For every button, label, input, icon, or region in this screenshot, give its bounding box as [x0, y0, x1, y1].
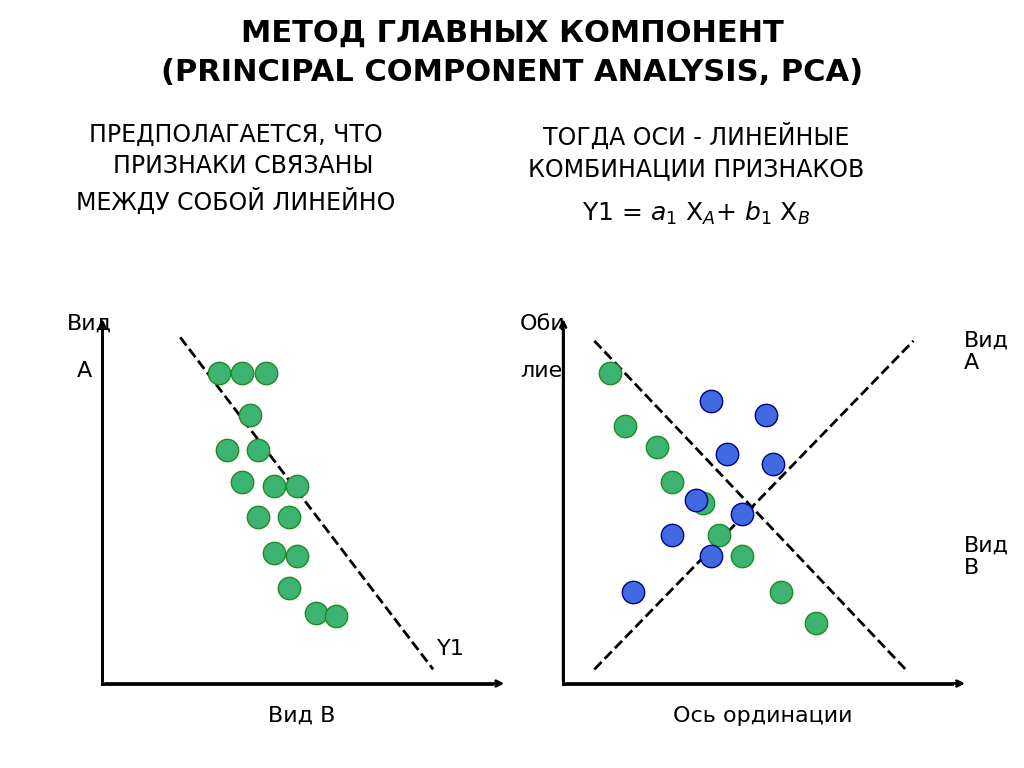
- Point: [702, 395, 719, 407]
- Point: [734, 508, 751, 520]
- Point: [211, 366, 227, 379]
- Text: (PRINCIPAL COMPONENT ANALYSIS, PCA): (PRINCIPAL COMPONENT ANALYSIS, PCA): [161, 58, 863, 87]
- Point: [664, 529, 680, 541]
- Point: [765, 458, 781, 471]
- Point: [617, 419, 634, 432]
- Text: Вид В: Вид В: [268, 706, 336, 726]
- Point: [265, 547, 282, 559]
- Text: А: А: [77, 361, 92, 381]
- Point: [734, 550, 751, 562]
- Point: [250, 511, 266, 524]
- Point: [234, 476, 251, 488]
- Point: [281, 511, 297, 524]
- Point: [695, 497, 712, 509]
- Point: [258, 366, 274, 379]
- Point: [265, 479, 282, 492]
- Point: [250, 444, 266, 456]
- Point: [719, 448, 735, 460]
- Point: [281, 582, 297, 594]
- Point: [664, 476, 680, 488]
- Point: [328, 611, 344, 623]
- Text: Вид: Вид: [67, 314, 112, 334]
- Text: Вид
В: Вид В: [964, 535, 1009, 578]
- Point: [773, 585, 790, 598]
- Point: [234, 366, 251, 379]
- Point: [625, 585, 641, 598]
- Point: [711, 529, 727, 541]
- Point: [648, 441, 665, 453]
- Point: [308, 607, 325, 619]
- Point: [808, 617, 824, 630]
- Text: Оби: Оби: [520, 314, 566, 334]
- Point: [289, 550, 305, 562]
- Text: ПРЕДПОЛАГАЕТСЯ, ЧТО
  ПРИЗНАКИ СВЯЗАНЫ
МЕЖДУ СОБОЙ ЛИНЕЙНО: ПРЕДПОЛАГАЕТСЯ, ЧТО ПРИЗНАКИ СВЯЗАНЫ МЕЖ…: [76, 123, 395, 214]
- Point: [242, 409, 258, 421]
- Text: лие: лие: [520, 361, 562, 381]
- Point: [702, 550, 719, 562]
- Point: [687, 494, 703, 506]
- Text: Y1: Y1: [437, 639, 465, 659]
- Text: Ось ординации: Ось ординации: [673, 706, 853, 726]
- Text: Y1 = $a_1$ X$_A$+ $b_1$ X$_B$: Y1 = $a_1$ X$_A$+ $b_1$ X$_B$: [583, 200, 810, 227]
- Text: ТОГДА ОСИ - ЛИНЕЙНЫЕ
КОМБИНАЦИИ ПРИЗНАКОВ: ТОГДА ОСИ - ЛИНЕЙНЫЕ КОМБИНАЦИИ ПРИЗНАКО…: [528, 123, 864, 181]
- Text: Вид
А: Вид А: [964, 330, 1009, 373]
- Point: [219, 444, 236, 456]
- Point: [289, 479, 305, 492]
- Point: [758, 409, 774, 421]
- Point: [602, 366, 618, 379]
- Text: МЕТОД ГЛАВНЫХ КОМПОНЕНТ: МЕТОД ГЛАВНЫХ КОМПОНЕНТ: [241, 19, 783, 48]
